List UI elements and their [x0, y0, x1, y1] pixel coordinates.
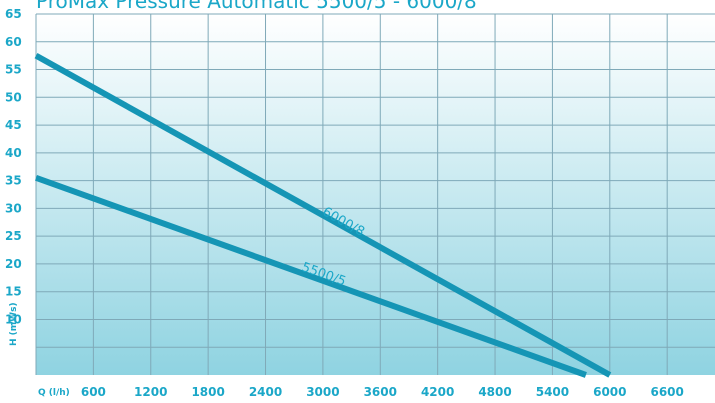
x-axis-label: Q (l/h)	[38, 388, 70, 398]
x-tick-label: 1800	[191, 385, 224, 399]
y-tick-label: 65	[5, 7, 22, 21]
x-tick-label: 5400	[536, 385, 569, 399]
y-tick-label: 35	[5, 174, 22, 188]
series-line-5500-5	[34, 175, 587, 378]
x-tick-label: 600	[81, 385, 106, 399]
x-tick-label: 6000	[593, 385, 626, 399]
x-tick-label: 1200	[134, 385, 167, 399]
series-line-6000-8	[34, 53, 612, 378]
y-tick-label: 15	[5, 285, 22, 299]
y-tick-label: 45	[5, 118, 22, 132]
y-tick-label: 30	[5, 201, 22, 215]
x-tick-label: 6600	[650, 385, 683, 399]
y-tick-label: 10	[5, 312, 22, 326]
x-tick-label: 3000	[306, 385, 339, 399]
x-axis-ticks: 600 1200 1800 2400 3000 3600 4200 4800 5400 6000 6…	[81, 385, 684, 399]
y-tick-label: 20	[5, 257, 22, 271]
y-tick-label: 55	[5, 63, 22, 77]
plot-background	[36, 14, 715, 375]
y-axis-ticks: 10 15 20 25 30 35 40 45 50 55 60 65	[5, 7, 22, 326]
x-tick-label: 2400	[249, 385, 282, 399]
x-tick-label: 4800	[478, 385, 511, 399]
y-tick-label: 40	[5, 146, 22, 160]
grid-lines	[35, 13, 715, 375]
chart-title: ProMax Pressure Automatic 5500/5 - 6000/…	[36, 0, 477, 13]
x-tick-label: 4200	[421, 385, 454, 399]
x-tick-label: 3600	[364, 385, 397, 399]
y-tick-label: 50	[5, 90, 22, 104]
y-axis-label: H (mWs)	[9, 302, 19, 346]
y-tick-label: 60	[5, 35, 22, 49]
y-tick-label: 25	[5, 229, 22, 243]
